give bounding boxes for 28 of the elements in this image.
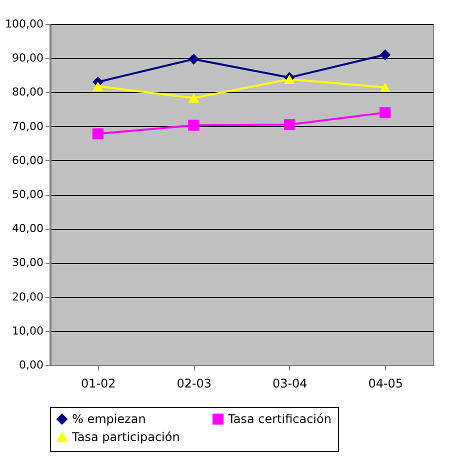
y-tick-label: 80,00 [12,86,44,99]
y-tick-label: 90,00 [12,52,44,65]
y-tick-label: 70,00 [12,120,44,133]
y-tick-label: 0,00 [19,358,44,372]
x-tick-label: 02-03 [176,376,212,390]
point [92,82,104,92]
legend-label: % empiezan [72,412,146,426]
legend-label: Tasa participación [71,430,180,444]
y-tick-label: 50,00 [12,188,44,201]
x-tick-label: 01-02 [80,376,116,390]
y-tick-label: 30,00 [12,256,44,270]
y-tick-label: 60,00 [12,154,44,167]
point [380,49,391,60]
x-tick-label: 04-05 [368,376,404,390]
point [188,93,200,103]
point [188,120,200,131]
x-tick-label: 03-04 [272,376,308,390]
point [188,54,200,65]
point [380,107,391,118]
y-tick-label: 10,00 [12,324,44,338]
y-tick-label: 20,00 [12,290,44,304]
legend-label: Tasa certificación [227,412,332,426]
y-tick-label: 40,00 [12,222,44,236]
point [284,119,295,130]
y-tick-label: 100,00 [5,18,44,30]
point [92,128,104,140]
point [284,74,295,84]
point [380,82,391,92]
